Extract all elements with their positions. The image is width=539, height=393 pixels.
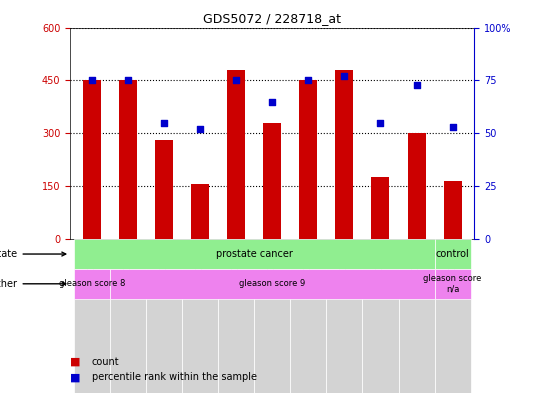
Text: GSM1095876: GSM1095876 (448, 241, 457, 292)
Text: GSM1095882: GSM1095882 (340, 241, 349, 292)
Text: other: other (0, 279, 66, 289)
FancyBboxPatch shape (74, 241, 110, 393)
FancyBboxPatch shape (218, 241, 254, 393)
FancyBboxPatch shape (326, 241, 362, 393)
Text: GSM1095883: GSM1095883 (87, 241, 96, 292)
Text: disease state: disease state (0, 249, 66, 259)
FancyBboxPatch shape (434, 241, 471, 393)
Bar (74, 269, 110, 299)
Bar (299, 81, 317, 239)
Text: gleason score
n/a: gleason score n/a (424, 274, 482, 294)
Text: control: control (436, 249, 469, 259)
Point (196, 126, 204, 132)
Bar (263, 123, 281, 239)
Point (123, 77, 132, 84)
Text: GSM1095885: GSM1095885 (412, 241, 421, 292)
Point (376, 119, 385, 126)
Point (340, 73, 349, 79)
Point (268, 98, 277, 105)
FancyBboxPatch shape (254, 241, 290, 393)
Text: GSM1095877: GSM1095877 (160, 241, 168, 292)
Title: GDS5072 / 228718_at: GDS5072 / 228718_at (203, 12, 341, 25)
Point (232, 77, 240, 84)
Text: percentile rank within the sample: percentile rank within the sample (92, 372, 257, 382)
Text: GSM1095878: GSM1095878 (196, 241, 204, 292)
FancyBboxPatch shape (110, 241, 146, 393)
Bar (444, 181, 462, 239)
Point (160, 119, 168, 126)
FancyBboxPatch shape (290, 241, 326, 393)
Point (448, 124, 457, 130)
Bar (227, 70, 245, 239)
Bar (191, 184, 209, 239)
Text: gleason score 8: gleason score 8 (59, 279, 125, 288)
Bar (434, 239, 471, 269)
Text: GSM1095886: GSM1095886 (123, 241, 132, 292)
Point (412, 81, 421, 88)
Bar (155, 140, 173, 239)
Bar (82, 81, 101, 239)
Text: gleason score 9: gleason score 9 (239, 279, 305, 288)
Text: ■: ■ (70, 356, 80, 367)
FancyBboxPatch shape (398, 241, 434, 393)
Text: GSM1095884: GSM1095884 (376, 241, 385, 292)
Bar (371, 177, 390, 239)
Bar (335, 70, 354, 239)
Point (87, 77, 96, 84)
Bar (119, 81, 137, 239)
Bar (74, 239, 434, 269)
Text: count: count (92, 356, 119, 367)
Bar (434, 269, 471, 299)
Point (304, 77, 313, 84)
Text: prostate cancer: prostate cancer (216, 249, 293, 259)
Bar (110, 269, 434, 299)
Text: GSM1095880: GSM1095880 (268, 241, 277, 292)
FancyBboxPatch shape (362, 241, 398, 393)
Bar (407, 133, 426, 239)
Text: ■: ■ (70, 372, 80, 382)
FancyBboxPatch shape (146, 241, 182, 393)
Text: GSM1095881: GSM1095881 (304, 241, 313, 292)
FancyBboxPatch shape (182, 241, 218, 393)
Text: GSM1095879: GSM1095879 (232, 241, 240, 292)
